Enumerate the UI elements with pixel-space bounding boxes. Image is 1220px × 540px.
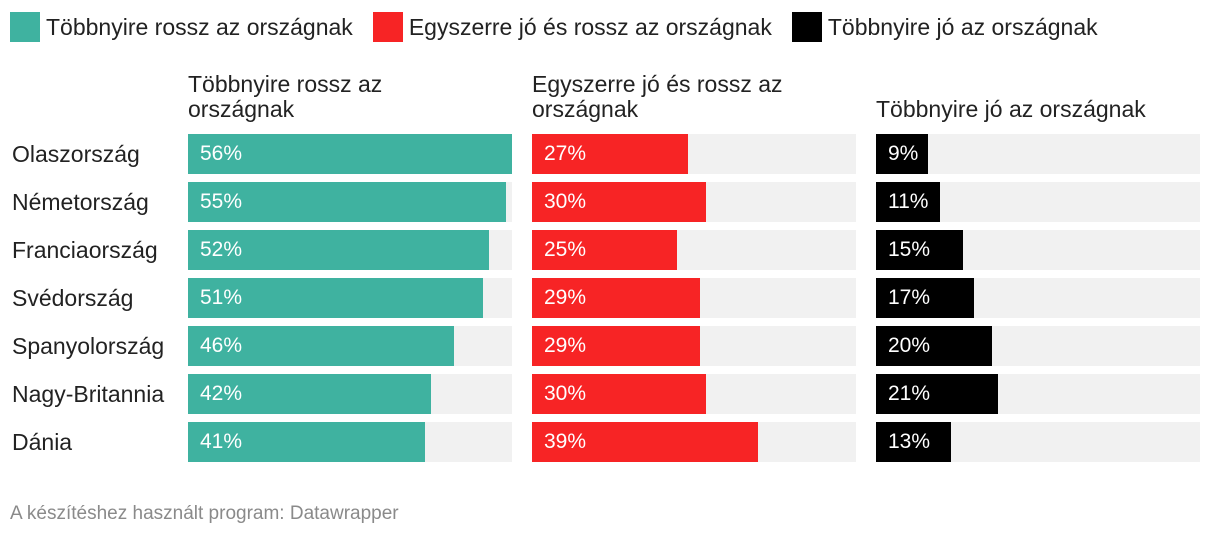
category-label: Franciaország xyxy=(12,237,158,263)
bar-track: 39% xyxy=(532,422,856,462)
panel-title: Többnyire rossz az országnak xyxy=(188,71,383,122)
bar xyxy=(532,182,706,222)
bar-value-label: 29% xyxy=(544,334,587,357)
bar xyxy=(188,326,454,366)
bar-value-label: 9% xyxy=(888,142,919,165)
bar-value-label: 41% xyxy=(200,430,243,453)
category-label: Nagy-Britannia xyxy=(12,381,165,407)
bar-track: 9% xyxy=(876,134,1200,174)
bar xyxy=(188,134,512,174)
legend-swatch xyxy=(10,12,40,42)
bar xyxy=(532,374,706,414)
bar-value-label: 56% xyxy=(200,142,243,165)
bar-value-label: 29% xyxy=(544,286,587,309)
bar-track: 25% xyxy=(532,230,856,270)
legend-item: Többnyire jó az országnak xyxy=(791,12,1098,42)
bar xyxy=(876,374,998,414)
bar xyxy=(532,134,688,174)
bar-value-label: 52% xyxy=(200,238,243,261)
bar-value-label: 27% xyxy=(544,142,587,165)
bar-track: 55% xyxy=(188,182,512,222)
bar xyxy=(532,278,700,318)
legend-label: Többnyire jó az országnak xyxy=(827,14,1098,40)
bar-value-label: 21% xyxy=(888,382,931,405)
legend-swatch xyxy=(791,12,822,42)
bar xyxy=(876,278,974,318)
bar-value-label: 42% xyxy=(200,382,243,405)
bar xyxy=(876,182,940,222)
panel-title: Egyszerre jó és rossz az országnak xyxy=(532,71,783,122)
bar-track: 41% xyxy=(188,422,512,462)
bar xyxy=(532,230,677,270)
bar-value-label: 46% xyxy=(200,334,243,357)
bar-value-label: 30% xyxy=(544,190,587,213)
legend-item: Többnyire rossz az országnak xyxy=(10,12,353,42)
bar-track: 42% xyxy=(188,374,512,414)
bar-track: 15% xyxy=(876,230,1200,270)
bar-track: 21% xyxy=(876,374,1200,414)
bar-track: 56% xyxy=(188,134,512,174)
legend-swatch xyxy=(372,12,403,42)
bar-value-label: 11% xyxy=(888,190,929,213)
category-label: Spanyolország xyxy=(12,333,165,359)
chart-legend: Többnyire rossz az országnak Egyszerre jó… xyxy=(10,12,1118,42)
bar-track: 11% xyxy=(876,182,1200,222)
bar-value-label: 17% xyxy=(888,286,931,309)
bar-track: 52% xyxy=(188,230,512,270)
bar-value-label: 15% xyxy=(888,238,931,261)
bar-track: 29% xyxy=(532,326,856,366)
bar-track: 46% xyxy=(188,326,512,366)
panel-title: Többnyire jó az országnak xyxy=(876,96,1146,122)
bar-value-label: 20% xyxy=(888,334,931,357)
legend-label: Többnyire rossz az országnak xyxy=(46,14,353,40)
bar-value-label: 55% xyxy=(200,190,243,213)
bar-track: 17% xyxy=(876,278,1200,318)
bar xyxy=(876,230,963,270)
bar xyxy=(188,374,431,414)
bar-track: 30% xyxy=(532,182,856,222)
bar-track: 51% xyxy=(188,278,512,318)
bar xyxy=(876,134,928,174)
category-label: Dánia xyxy=(12,429,73,455)
bar-track: 29% xyxy=(532,278,856,318)
bar xyxy=(188,278,483,318)
bar xyxy=(188,182,506,222)
bar-track: 13% xyxy=(876,422,1200,462)
category-label: Németország xyxy=(12,189,149,215)
bar-value-label: 39% xyxy=(544,430,587,453)
bar-track: 20% xyxy=(876,326,1200,366)
bar-value-label: 51% xyxy=(200,286,243,309)
bar-value-label: 30% xyxy=(544,382,587,405)
category-label: Svédország xyxy=(12,285,134,311)
bar xyxy=(532,326,700,366)
legend-label: Egyszerre jó és rossz az országnak xyxy=(408,14,772,40)
footer-credit: A készítéshez használt program: Datawrap… xyxy=(10,503,399,524)
bar-track: 30% xyxy=(532,374,856,414)
category-label: Olaszország xyxy=(12,141,140,167)
legend-item: Egyszerre jó és rossz az országnak xyxy=(372,12,772,42)
bar-value-label: 13% xyxy=(888,430,931,453)
bar xyxy=(188,422,425,462)
bar xyxy=(532,422,758,462)
bar-value-label: 25% xyxy=(544,238,587,261)
bar-track: 27% xyxy=(532,134,856,174)
bar xyxy=(876,326,992,366)
bar xyxy=(876,422,951,462)
bar xyxy=(188,230,489,270)
